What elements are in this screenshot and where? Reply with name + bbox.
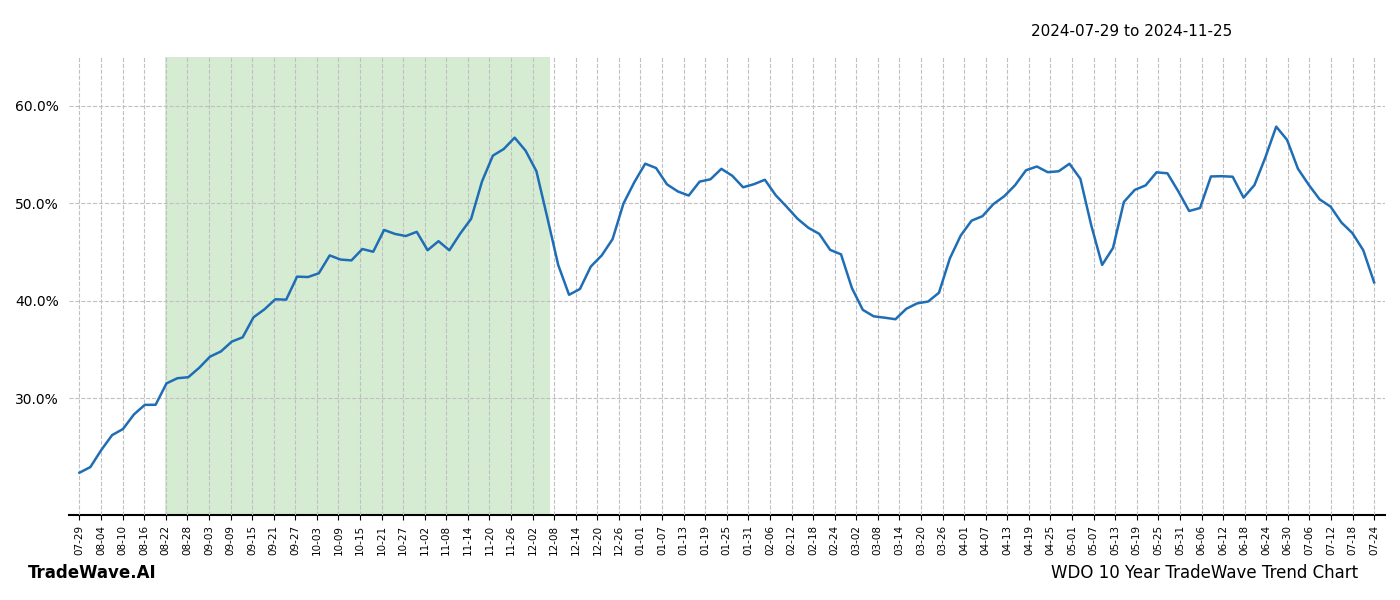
Text: 2024-07-29 to 2024-11-25: 2024-07-29 to 2024-11-25 [1030, 24, 1232, 39]
Text: WDO 10 Year TradeWave Trend Chart: WDO 10 Year TradeWave Trend Chart [1051, 564, 1358, 582]
Bar [165, 57, 550, 515]
Text: TradeWave.AI: TradeWave.AI [28, 564, 157, 582]
